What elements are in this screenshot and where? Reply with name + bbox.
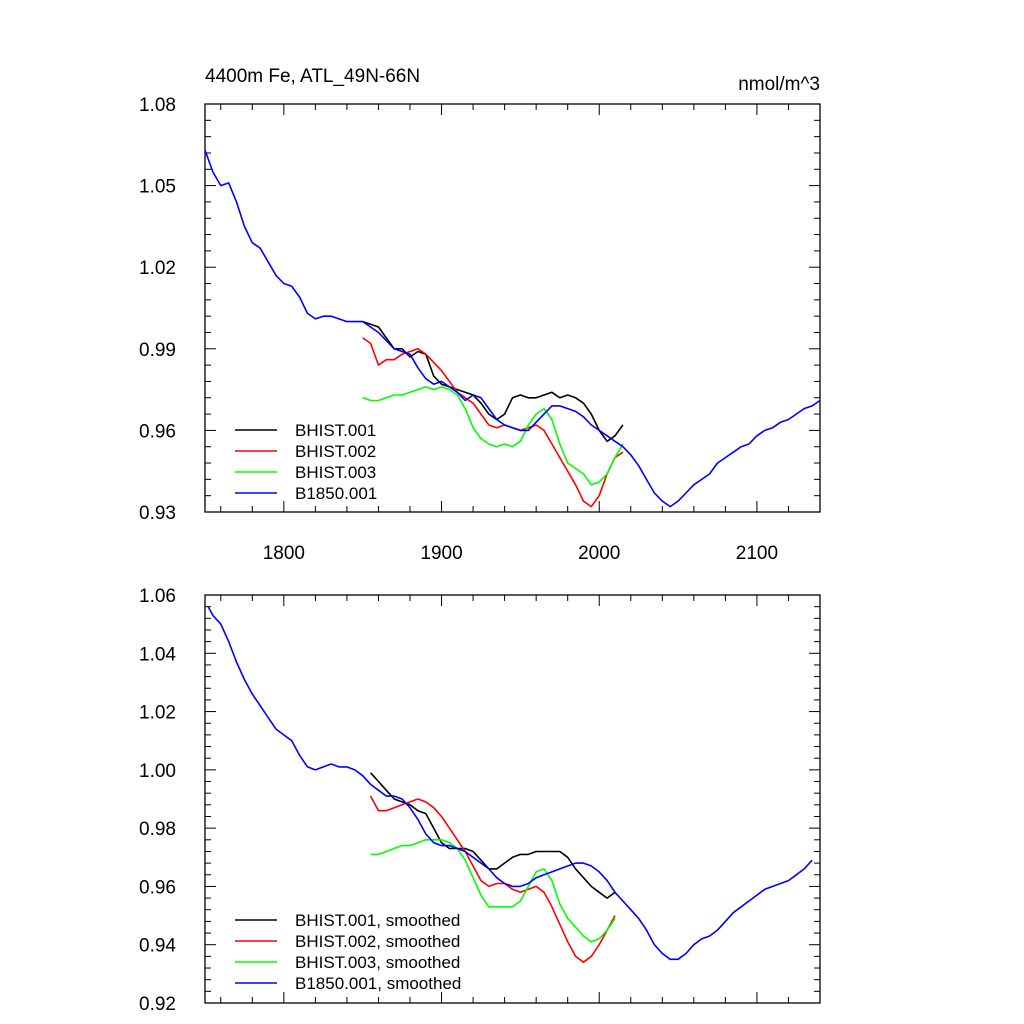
- chart-title: 4400m Fe, ATL_49N-66N: [205, 66, 420, 87]
- units-label: nmol/m^3: [738, 74, 820, 95]
- series-line-4: [204, 149, 821, 508]
- y-tick-label: 0.93: [139, 503, 176, 524]
- y-tick-label: 1.02: [139, 258, 176, 279]
- series-line-4: [207, 606, 813, 961]
- y-tick-label: 1.06: [139, 586, 176, 607]
- plot-frame: [204, 103, 821, 513]
- y-tick-label: 1.02: [139, 703, 176, 724]
- x-tick-label: 2100: [736, 543, 778, 564]
- y-tick-label: 0.98: [139, 819, 176, 840]
- series-line-1: [362, 320, 624, 443]
- legend-label-3: BHIST.003, smoothed: [295, 953, 460, 972]
- y-tick-label: 0.96: [139, 421, 176, 442]
- y-tick-label: 1.00: [139, 761, 176, 782]
- legend-label-1: BHIST.001, smoothed: [295, 911, 460, 930]
- x-tick-label: 1800: [263, 543, 305, 564]
- series-line-2: [369, 795, 616, 963]
- series-line-1: [370, 772, 616, 899]
- series-line-2: [362, 337, 624, 508]
- y-tick-label: 0.96: [139, 877, 176, 898]
- series-line-3: [370, 839, 616, 943]
- legend-label-2: BHIST.002, smoothed: [295, 932, 460, 951]
- top-panel: 1800 1900 2000 2100 0.93 0.96 0.99 1.02 1.05 1.08…: [139, 66, 821, 564]
- x-tick-label: 1900: [420, 543, 462, 564]
- y-tick-label: 0.99: [139, 340, 176, 361]
- x-tick-label: 2000: [578, 543, 620, 564]
- legend-label-1: BHIST.001: [295, 421, 376, 440]
- plot-frame: [204, 594, 821, 1004]
- y-tick-label: 0.94: [139, 936, 176, 957]
- y-tick-label: 1.05: [139, 177, 176, 198]
- bottom-panel: 0.92 0.94 0.96 0.98 1.00 1.02 1.04 1.06 BHIST.00…: [139, 586, 821, 1015]
- y-tick-label: 0.92: [139, 994, 176, 1015]
- legend-label-4: B1850.001, smoothed: [295, 974, 461, 993]
- series-line-3: [362, 386, 624, 486]
- y-tick-label: 1.08: [139, 95, 176, 116]
- legend-label-2: BHIST.002: [295, 442, 376, 461]
- legend-label-3: BHIST.003: [295, 463, 376, 482]
- y-tick-label: 1.04: [139, 644, 176, 665]
- legend-label-4: B1850.001: [295, 484, 377, 503]
